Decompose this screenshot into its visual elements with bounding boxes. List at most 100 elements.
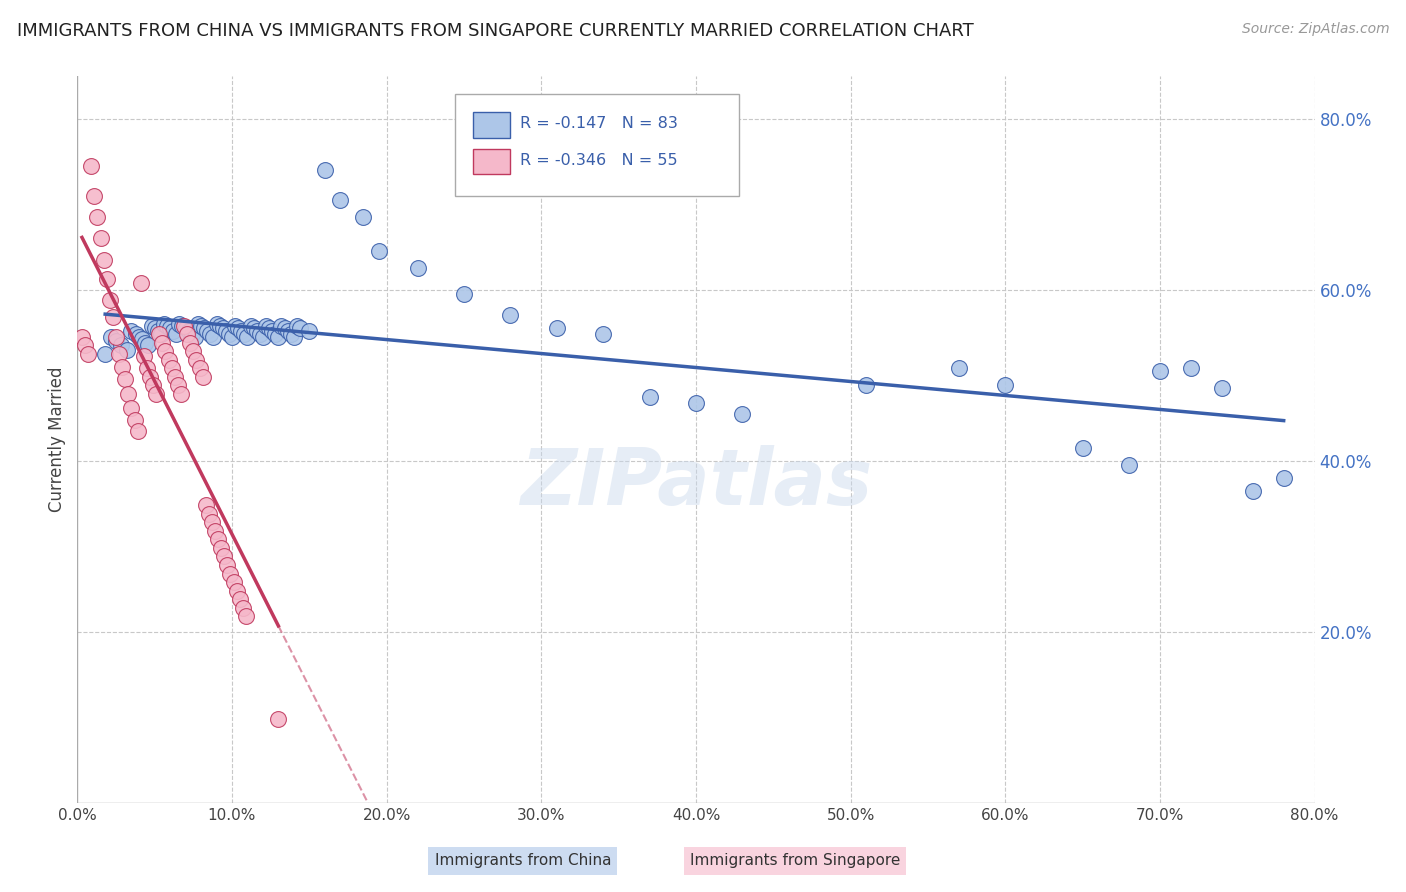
- Point: [592, 327, 614, 342]
- Point: [246, 324, 269, 338]
- Point: [242, 321, 264, 335]
- Text: IMMIGRANTS FROM CHINA VS IMMIGRANTS FROM SINGAPORE CURRENTLY MARRIED CORRELATION: IMMIGRANTS FROM CHINA VS IMMIGRANTS FROM…: [17, 22, 973, 40]
- Point: [165, 327, 187, 342]
- Point: [352, 210, 374, 224]
- Point: [233, 327, 256, 342]
- Point: [100, 329, 122, 343]
- Point: [191, 370, 214, 384]
- Point: [141, 318, 163, 333]
- Point: [214, 549, 236, 564]
- Point: [273, 321, 295, 335]
- Bar: [474, 112, 510, 137]
- Point: [499, 308, 522, 322]
- Point: [115, 343, 138, 357]
- Point: [98, 293, 121, 307]
- Point: [267, 329, 290, 343]
- Point: [101, 310, 124, 324]
- Point: [198, 507, 221, 521]
- Point: [221, 329, 243, 343]
- Point: [143, 321, 166, 335]
- Point: [208, 318, 231, 333]
- Point: [638, 390, 661, 404]
- Point: [249, 327, 271, 342]
- Point: [368, 244, 391, 259]
- Point: [453, 287, 475, 301]
- Point: [224, 318, 246, 333]
- Point: [183, 344, 205, 359]
- Text: R = -0.147   N = 83: R = -0.147 N = 83: [520, 116, 678, 131]
- Y-axis label: Currently Married: Currently Married: [48, 367, 66, 512]
- Point: [195, 324, 218, 338]
- Point: [267, 712, 290, 726]
- Point: [159, 321, 181, 335]
- Point: [264, 327, 287, 342]
- Bar: [474, 148, 510, 174]
- Point: [124, 412, 146, 426]
- Point: [148, 327, 170, 342]
- Text: Source: ZipAtlas.com: Source: ZipAtlas.com: [1241, 22, 1389, 37]
- Point: [96, 272, 118, 286]
- Point: [262, 324, 284, 338]
- Point: [77, 347, 100, 361]
- Point: [329, 193, 352, 207]
- Point: [121, 401, 143, 415]
- Text: ZIPatlas: ZIPatlas: [520, 445, 872, 521]
- Point: [94, 347, 117, 361]
- Point: [180, 327, 202, 342]
- Point: [83, 188, 105, 202]
- Point: [90, 231, 111, 245]
- Point: [187, 317, 209, 331]
- Point: [128, 329, 150, 343]
- Point: [117, 387, 139, 401]
- Point: [211, 321, 233, 335]
- Point: [162, 324, 184, 338]
- Point: [160, 361, 183, 376]
- Point: [75, 338, 96, 352]
- Point: [127, 424, 149, 438]
- Point: [257, 321, 280, 335]
- Point: [222, 575, 245, 590]
- Point: [277, 324, 299, 338]
- Point: [994, 378, 1017, 392]
- Point: [86, 210, 108, 224]
- Text: Immigrants from Singapore: Immigrants from Singapore: [690, 854, 900, 869]
- Point: [280, 327, 302, 342]
- Point: [209, 541, 232, 555]
- Text: Immigrants from China: Immigrants from China: [434, 854, 612, 869]
- Point: [288, 321, 311, 335]
- Point: [200, 327, 222, 342]
- Point: [239, 318, 262, 333]
- Point: [1118, 458, 1140, 472]
- Point: [188, 361, 211, 376]
- Point: [176, 327, 198, 342]
- Point: [174, 321, 197, 335]
- Point: [283, 329, 305, 343]
- Point: [948, 361, 970, 376]
- Point: [110, 338, 132, 352]
- Point: [215, 324, 238, 338]
- Point: [179, 335, 201, 350]
- Point: [145, 387, 167, 401]
- Point: [157, 352, 180, 367]
- Point: [236, 329, 259, 343]
- Point: [406, 261, 429, 276]
- Point: [134, 335, 156, 350]
- Point: [173, 318, 195, 333]
- Point: [226, 321, 249, 335]
- Point: [232, 600, 254, 615]
- Point: [163, 370, 186, 384]
- Point: [204, 524, 226, 538]
- Point: [146, 324, 169, 338]
- Point: [201, 516, 224, 530]
- Point: [114, 372, 136, 386]
- Point: [156, 318, 179, 333]
- Point: [169, 317, 191, 331]
- Point: [142, 378, 165, 392]
- Point: [177, 324, 200, 338]
- Point: [139, 370, 162, 384]
- Point: [1211, 381, 1233, 395]
- Point: [205, 317, 228, 331]
- Point: [1272, 471, 1295, 485]
- Point: [270, 318, 292, 333]
- Point: [190, 318, 212, 333]
